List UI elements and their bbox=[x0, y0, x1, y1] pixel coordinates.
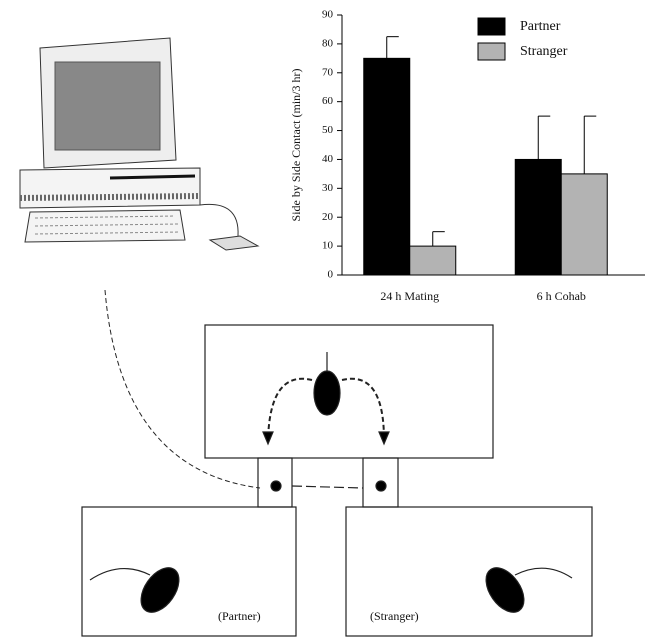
legend-label: Stranger bbox=[520, 44, 568, 59]
y-tick-label: 30 bbox=[322, 182, 334, 194]
legend-swatch bbox=[478, 43, 505, 60]
legend-swatch bbox=[478, 18, 505, 35]
y-tick-label: 80 bbox=[322, 37, 334, 49]
chamber-diagram bbox=[82, 325, 592, 636]
bar bbox=[515, 159, 561, 275]
y-tick-label: 40 bbox=[322, 153, 334, 165]
figure: (Partner) (Stranger) Side by Side Contac… bbox=[0, 0, 654, 637]
bar bbox=[410, 246, 456, 275]
y-tick-label: 10 bbox=[322, 240, 334, 252]
chamber-label: (Partner) bbox=[218, 609, 261, 623]
chamber-label: (Stranger) bbox=[370, 609, 419, 623]
bar bbox=[364, 58, 410, 275]
x-tick-label: 24 h Mating bbox=[380, 289, 439, 303]
legend-label: Partner bbox=[520, 19, 561, 34]
x-tick-label: 6 h Cohab bbox=[537, 289, 586, 303]
y-axis-label: Side by Side Contact (min/3 hr) bbox=[289, 69, 303, 222]
y-tick-label: 90 bbox=[322, 9, 334, 21]
y-tick-label: 0 bbox=[328, 269, 334, 281]
y-tick-label: 50 bbox=[322, 124, 334, 136]
y-tick-label: 70 bbox=[322, 66, 334, 78]
computer-illustration bbox=[20, 38, 258, 250]
y-tick-label: 60 bbox=[322, 95, 334, 107]
bar bbox=[561, 174, 607, 275]
y-tick-label: 20 bbox=[322, 211, 334, 223]
